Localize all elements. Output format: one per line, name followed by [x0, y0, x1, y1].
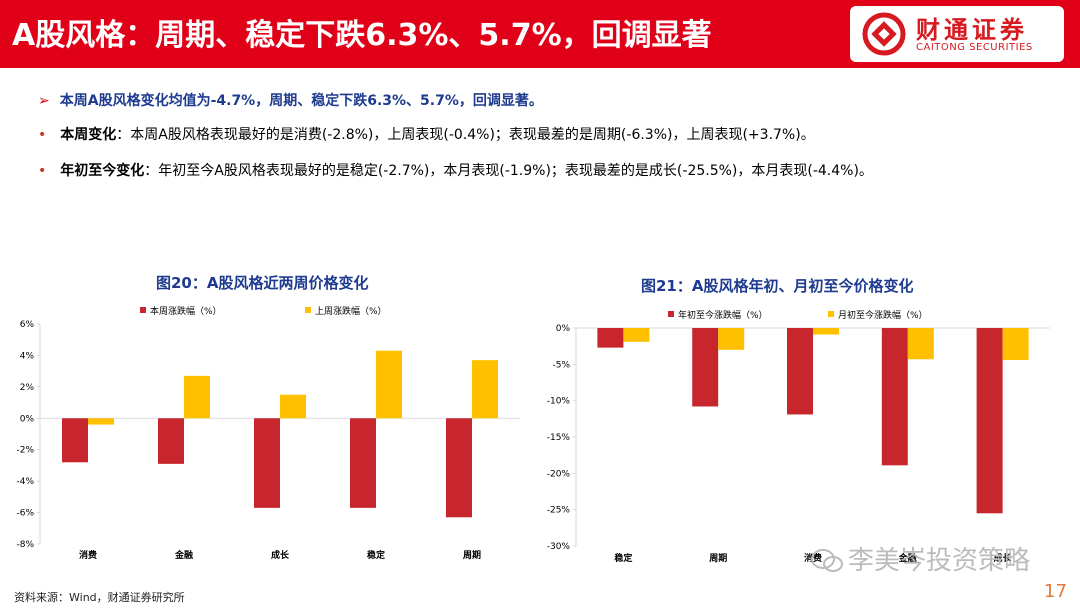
legend-swatch [668, 311, 674, 317]
legend-swatch [305, 307, 311, 313]
x-tick-label: 成长 [271, 549, 290, 561]
bar [976, 328, 1003, 514]
y-tick-label: -20% [547, 469, 571, 479]
y-tick-label: 6% [20, 320, 35, 330]
header-bar: A股风格：周期、稳定下跌6.3%、5.7%，回调显著 财通证券 CAITONG … [0, 0, 1080, 68]
summary-bullet-ytd: • 年初至今变化：年初至今A股风格表现最好的是稳定(-2.7%)，本月表现(-1.… [38, 160, 873, 180]
bar [1002, 328, 1029, 360]
logo-text-en: CAITONG SECURITIES [916, 42, 1033, 53]
legend-label: 本周涨跌幅（%） [150, 305, 222, 317]
bar [787, 328, 813, 415]
bar [472, 360, 498, 419]
watermark-text: 李美岑投资策略 [848, 546, 1031, 576]
bar [907, 328, 934, 360]
y-tick-label: -15% [547, 433, 571, 443]
legend-swatch [140, 307, 146, 313]
x-tick-label: 成长 [994, 552, 1013, 564]
y-tick-label: 0% [20, 414, 35, 424]
arrow-bullet-icon: ➢ [38, 93, 50, 109]
y-tick-label: -25% [547, 506, 571, 516]
y-tick-label: 4% [20, 351, 35, 361]
bullet-dot-icon: • [38, 163, 47, 179]
bullet-text: ：本周A股风格表现最好的是消费(-2.8%)，上周表现(-0.4%)；表现最差的… [116, 127, 815, 143]
bar [597, 328, 624, 348]
bar [718, 328, 745, 350]
wechat-icon [811, 549, 843, 572]
bullet-label: 年初至今变化 [60, 163, 145, 179]
chart-20: 本周涨跌幅（%） 上周涨跌幅（%） 6% 4% 2% 0% -2% -4% -6% -8% 消费 金融… [16, 305, 520, 561]
y-tick-label: 2% [20, 383, 35, 393]
page-number: 17 [1044, 581, 1067, 602]
bullet-label: 本周变化 [60, 127, 117, 143]
y-tick-label: -30% [547, 542, 571, 552]
summary-headline: ➢ 本周A股风格变化均值为-4.7%，周期、稳定下跌6.3%、5.7%，回调显著。 [38, 90, 543, 110]
logo-text-cn: 财通证券 [916, 16, 1028, 44]
x-tick-label: 周期 [463, 549, 481, 561]
chart-21: 年初至今涨跌幅（%） 月初至今涨跌幅（%） 0% -5% -10% -15% -20% -25… [547, 309, 1050, 564]
bar [376, 350, 402, 419]
brand-logo: 财通证券 CAITONG SECURITIES [850, 6, 1064, 62]
bar [88, 418, 114, 425]
y-tick-label: -10% [547, 397, 571, 407]
y-tick-label: -2% [16, 446, 34, 456]
y-tick-label: -8% [16, 540, 34, 550]
x-tick-label: 稳定 [614, 552, 633, 564]
bar [158, 418, 184, 464]
source-note: 资料来源：Wind，财通证券研究所 [14, 591, 185, 604]
bullet-text: ：年初至今A股风格表现最好的是稳定(-2.7%)，本月表现(-1.9%)；表现最… [144, 163, 873, 179]
bar [350, 418, 376, 508]
y-tick-label: -5% [552, 360, 570, 370]
bar [62, 418, 88, 463]
bar [280, 394, 306, 419]
bar [623, 328, 650, 342]
summary-bullet-weekly: • 本周变化：本周A股风格表现最好的是消费(-2.8%)，上周表现(-0.4%)；… [38, 124, 815, 144]
legend-label: 上周涨跌幅（%） [315, 305, 387, 317]
y-tick-label: -4% [16, 477, 34, 487]
x-tick-label: 金融 [174, 549, 193, 561]
caitong-logo-icon [862, 12, 906, 56]
y-tick-label: 0% [556, 324, 571, 334]
x-tick-label: 周期 [709, 552, 727, 564]
bar [184, 375, 210, 419]
bar [254, 418, 280, 508]
bar [813, 328, 839, 335]
bar [881, 328, 908, 466]
bullet-dot-icon: • [38, 127, 47, 143]
chart-20-title: 图20：A股风格近两周价格变化 [156, 274, 369, 292]
bar [446, 418, 472, 518]
y-tick-label: -6% [16, 509, 34, 519]
bar [692, 328, 719, 407]
legend-label: 月初至今涨跌幅（%） [838, 309, 928, 321]
x-tick-label: 消费 [79, 549, 97, 561]
legend-swatch [828, 311, 834, 317]
x-tick-label: 金融 [898, 552, 917, 564]
legend-label: 年初至今涨跌幅（%） [678, 309, 768, 321]
page-title: A股风格：周期、稳定下跌6.3%、5.7%，回调显著 [12, 18, 712, 53]
chart-21-title: 图21：A股风格年初、月初至今价格变化 [641, 277, 914, 295]
headline-text: 本周A股风格变化均值为-4.7%，周期、稳定下跌6.3%、5.7%，回调显著。 [59, 93, 543, 109]
x-tick-label: 稳定 [367, 549, 386, 561]
